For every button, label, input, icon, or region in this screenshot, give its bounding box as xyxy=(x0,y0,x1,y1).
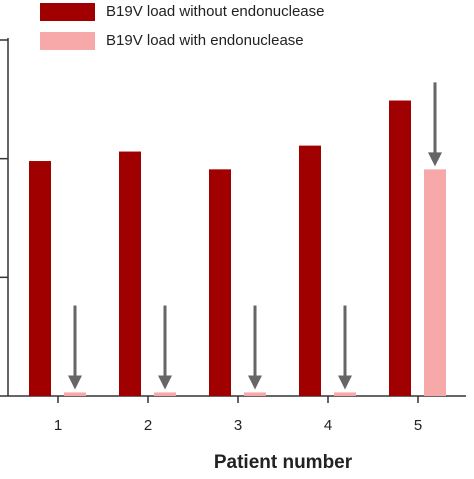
bar xyxy=(299,145,321,396)
bar xyxy=(64,392,86,396)
arrow-head xyxy=(248,375,262,390)
legend-swatch xyxy=(40,3,95,21)
arrow-head xyxy=(338,375,352,390)
bar xyxy=(244,392,266,396)
x-tick-label: 4 xyxy=(324,417,332,434)
x-tick-label: 1 xyxy=(54,417,62,434)
legend-label: B19V load without endonuclease xyxy=(106,3,325,20)
bar xyxy=(424,169,446,396)
x-tick-label: 3 xyxy=(234,417,242,434)
x-tick-label: 2 xyxy=(144,417,152,434)
bar xyxy=(209,169,231,396)
bar xyxy=(154,392,176,396)
arrow-head xyxy=(68,375,82,390)
legend-label: B19V load with endonuclease xyxy=(106,32,304,49)
bar xyxy=(334,392,356,396)
x-axis-title: Patient number xyxy=(214,452,353,473)
legend-swatch xyxy=(40,32,95,50)
bar xyxy=(119,151,141,396)
arrow-head xyxy=(428,152,442,167)
bar xyxy=(29,161,51,396)
bar xyxy=(389,100,411,397)
arrow-head xyxy=(158,375,172,390)
x-tick-label: 5 xyxy=(414,417,422,434)
